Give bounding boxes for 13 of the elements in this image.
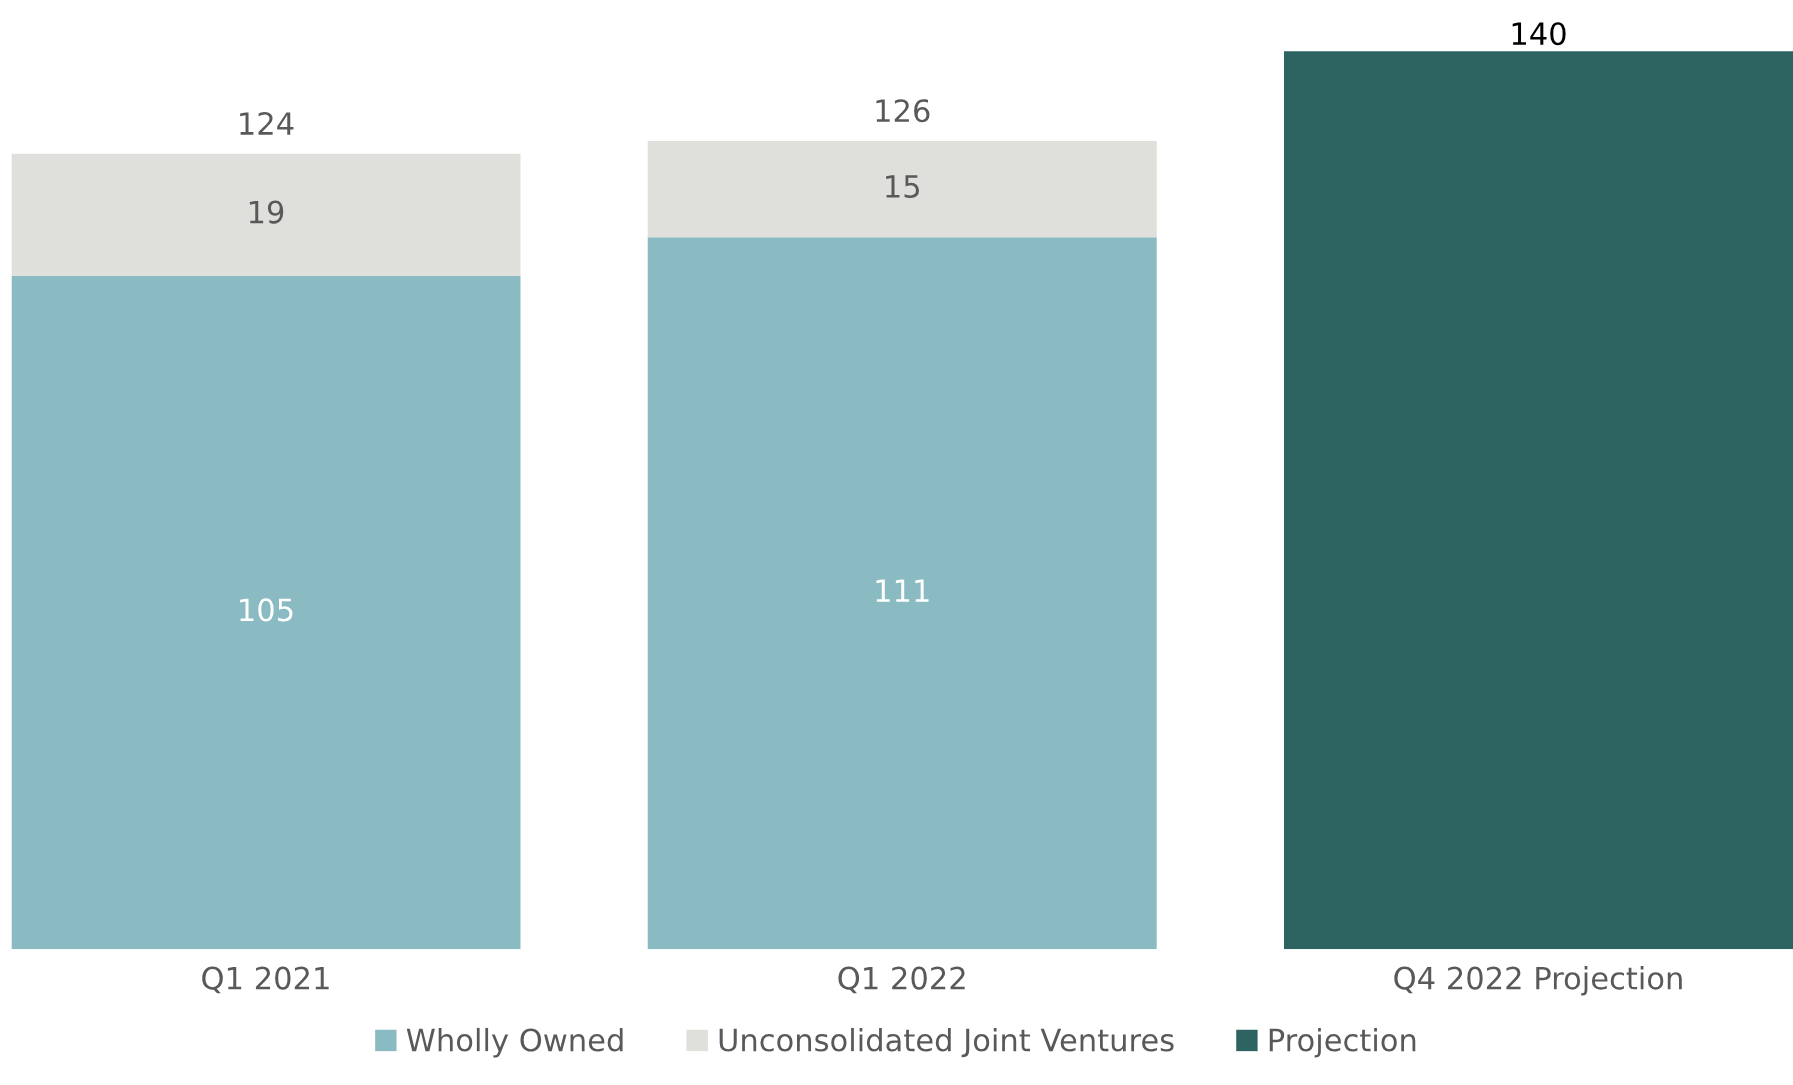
- x-tick-label: Q1 2022: [838, 966, 965, 994]
- data-label: 105: [240, 598, 293, 622]
- data-label: 140: [1512, 22, 1566, 46]
- legend-label: Projection: [1269, 1027, 1416, 1058]
- data-label: 19: [249, 200, 284, 224]
- x-tick-label: Q4 2022 Projection: [1394, 966, 1682, 996]
- legend-label: Wholly Owned: [406, 1027, 623, 1058]
- total-label: 124: [240, 111, 294, 135]
- total-label: 126: [876, 99, 930, 123]
- x-tick-label: Q1 2021: [202, 966, 329, 994]
- data-label: 15: [886, 175, 920, 198]
- legend-label: Unconsolidated Joint Ventures: [719, 1027, 1174, 1058]
- data-label: 111: [876, 579, 929, 602]
